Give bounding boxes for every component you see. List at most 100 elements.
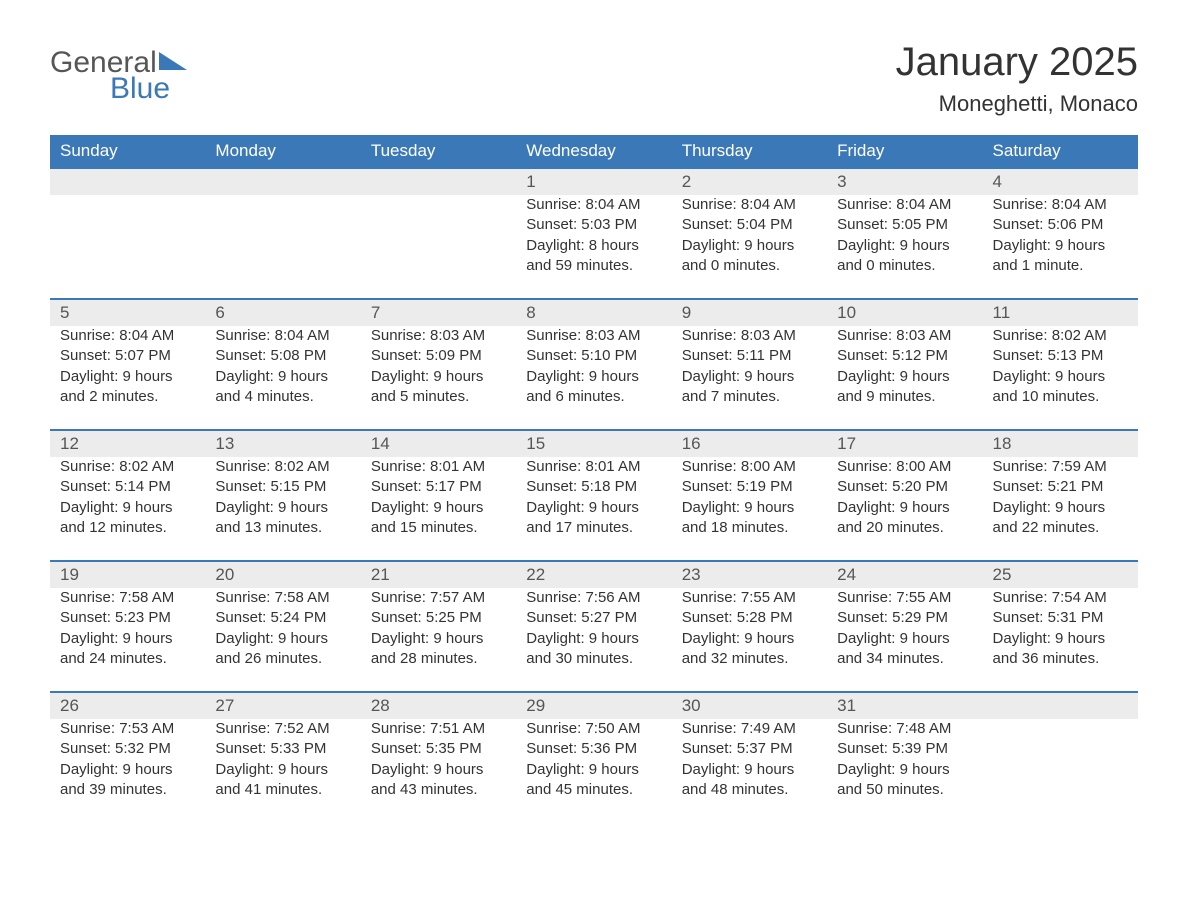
day-number-cell: 1 <box>516 168 671 195</box>
day-number-row: 19202122232425 <box>50 561 1138 588</box>
sunrise-text: Sunrise: 7:53 AM <box>60 719 195 739</box>
day-number-cell: 20 <box>205 561 360 588</box>
day-number-row: 1234 <box>50 168 1138 195</box>
day-cell: Sunrise: 7:58 AMSunset: 5:24 PMDaylight:… <box>205 588 360 692</box>
sunset-text: Sunset: 5:09 PM <box>371 346 506 366</box>
day-number-cell: 22 <box>516 561 671 588</box>
sunrise-text: Sunrise: 8:04 AM <box>682 195 817 215</box>
logo-blue-text: Blue <box>50 74 193 104</box>
day-number-cell: 17 <box>827 430 982 457</box>
sunset-text: Sunset: 5:04 PM <box>682 215 817 235</box>
d2-text: and 26 minutes. <box>215 649 350 669</box>
week-row: Sunrise: 8:02 AMSunset: 5:14 PMDaylight:… <box>50 457 1138 561</box>
d2-text: and 2 minutes. <box>60 387 195 407</box>
day-cell: Sunrise: 8:03 AMSunset: 5:12 PMDaylight:… <box>827 326 982 430</box>
sunrise-text: Sunrise: 8:02 AM <box>993 326 1128 346</box>
d1-text: Daylight: 9 hours <box>60 498 195 518</box>
day-number-cell: 18 <box>983 430 1138 457</box>
day-cell: Sunrise: 7:58 AMSunset: 5:23 PMDaylight:… <box>50 588 205 692</box>
d2-text: and 12 minutes. <box>60 518 195 538</box>
day-number-cell: 25 <box>983 561 1138 588</box>
d1-text: Daylight: 9 hours <box>371 367 506 387</box>
day-header: Saturday <box>983 135 1138 168</box>
d2-text: and 24 minutes. <box>60 649 195 669</box>
d1-text: Daylight: 9 hours <box>215 629 350 649</box>
sunset-text: Sunset: 5:11 PM <box>682 346 817 366</box>
day-header: Friday <box>827 135 982 168</box>
day-header: Thursday <box>672 135 827 168</box>
sunset-text: Sunset: 5:24 PM <box>215 608 350 628</box>
day-number-cell: 10 <box>827 299 982 326</box>
day-number-cell: 19 <box>50 561 205 588</box>
d1-text: Daylight: 9 hours <box>215 367 350 387</box>
d2-text: and 30 minutes. <box>526 649 661 669</box>
day-number-cell: 26 <box>50 692 205 719</box>
d2-text: and 18 minutes. <box>682 518 817 538</box>
day-number-cell: 9 <box>672 299 827 326</box>
d2-text: and 7 minutes. <box>682 387 817 407</box>
day-cell: Sunrise: 8:01 AMSunset: 5:17 PMDaylight:… <box>361 457 516 561</box>
sunset-text: Sunset: 5:27 PM <box>526 608 661 628</box>
day-number-cell: 14 <box>361 430 516 457</box>
sunset-text: Sunset: 5:08 PM <box>215 346 350 366</box>
d1-text: Daylight: 9 hours <box>837 498 972 518</box>
d2-text: and 20 minutes. <box>837 518 972 538</box>
sunrise-text: Sunrise: 7:51 AM <box>371 719 506 739</box>
d1-text: Daylight: 9 hours <box>526 760 661 780</box>
d2-text: and 9 minutes. <box>837 387 972 407</box>
calendar-table: Sunday Monday Tuesday Wednesday Thursday… <box>50 135 1138 822</box>
d1-text: Daylight: 9 hours <box>371 629 506 649</box>
d1-text: Daylight: 9 hours <box>60 629 195 649</box>
week-row: Sunrise: 7:58 AMSunset: 5:23 PMDaylight:… <box>50 588 1138 692</box>
sunset-text: Sunset: 5:10 PM <box>526 346 661 366</box>
sunset-text: Sunset: 5:21 PM <box>993 477 1128 497</box>
d1-text: Daylight: 8 hours <box>526 236 661 256</box>
d2-text: and 45 minutes. <box>526 780 661 800</box>
sunrise-text: Sunrise: 7:49 AM <box>682 719 817 739</box>
d1-text: Daylight: 9 hours <box>682 236 817 256</box>
sunset-text: Sunset: 5:33 PM <box>215 739 350 759</box>
d2-text: and 5 minutes. <box>371 387 506 407</box>
day-cell: Sunrise: 8:04 AMSunset: 5:07 PMDaylight:… <box>50 326 205 430</box>
day-cell: Sunrise: 8:04 AMSunset: 5:03 PMDaylight:… <box>516 195 671 299</box>
sunrise-text: Sunrise: 8:03 AM <box>682 326 817 346</box>
d1-text: Daylight: 9 hours <box>60 760 195 780</box>
sunrise-text: Sunrise: 7:52 AM <box>215 719 350 739</box>
d2-text: and 0 minutes. <box>682 256 817 276</box>
d1-text: Daylight: 9 hours <box>60 367 195 387</box>
d2-text: and 32 minutes. <box>682 649 817 669</box>
sunset-text: Sunset: 5:06 PM <box>993 215 1128 235</box>
sunrise-text: Sunrise: 7:56 AM <box>526 588 661 608</box>
day-cell: Sunrise: 7:59 AMSunset: 5:21 PMDaylight:… <box>983 457 1138 561</box>
sunset-text: Sunset: 5:07 PM <box>60 346 195 366</box>
day-number-cell: 21 <box>361 561 516 588</box>
d2-text: and 4 minutes. <box>215 387 350 407</box>
day-number-cell <box>50 168 205 195</box>
day-header-row: Sunday Monday Tuesday Wednesday Thursday… <box>50 135 1138 168</box>
d2-text: and 41 minutes. <box>215 780 350 800</box>
day-number-row: 262728293031 <box>50 692 1138 719</box>
sunset-text: Sunset: 5:13 PM <box>993 346 1128 366</box>
d1-text: Daylight: 9 hours <box>526 367 661 387</box>
day-number-cell: 28 <box>361 692 516 719</box>
sunset-text: Sunset: 5:39 PM <box>837 739 972 759</box>
day-cell: Sunrise: 8:02 AMSunset: 5:14 PMDaylight:… <box>50 457 205 561</box>
day-cell: Sunrise: 7:54 AMSunset: 5:31 PMDaylight:… <box>983 588 1138 692</box>
sunrise-text: Sunrise: 8:01 AM <box>526 457 661 477</box>
day-cell <box>50 195 205 299</box>
d2-text: and 50 minutes. <box>837 780 972 800</box>
sunrise-text: Sunrise: 8:04 AM <box>993 195 1128 215</box>
sunrise-text: Sunrise: 8:00 AM <box>682 457 817 477</box>
d1-text: Daylight: 9 hours <box>682 498 817 518</box>
d1-text: Daylight: 9 hours <box>837 236 972 256</box>
day-number-cell <box>983 692 1138 719</box>
d1-text: Daylight: 9 hours <box>837 367 972 387</box>
day-cell: Sunrise: 8:01 AMSunset: 5:18 PMDaylight:… <box>516 457 671 561</box>
title-block: January 2025 Moneghetti, Monaco <box>896 40 1138 117</box>
day-header: Monday <box>205 135 360 168</box>
day-cell: Sunrise: 7:55 AMSunset: 5:29 PMDaylight:… <box>827 588 982 692</box>
day-number-cell: 27 <box>205 692 360 719</box>
day-cell: Sunrise: 7:48 AMSunset: 5:39 PMDaylight:… <box>827 719 982 822</box>
d1-text: Daylight: 9 hours <box>526 629 661 649</box>
day-number-cell: 5 <box>50 299 205 326</box>
